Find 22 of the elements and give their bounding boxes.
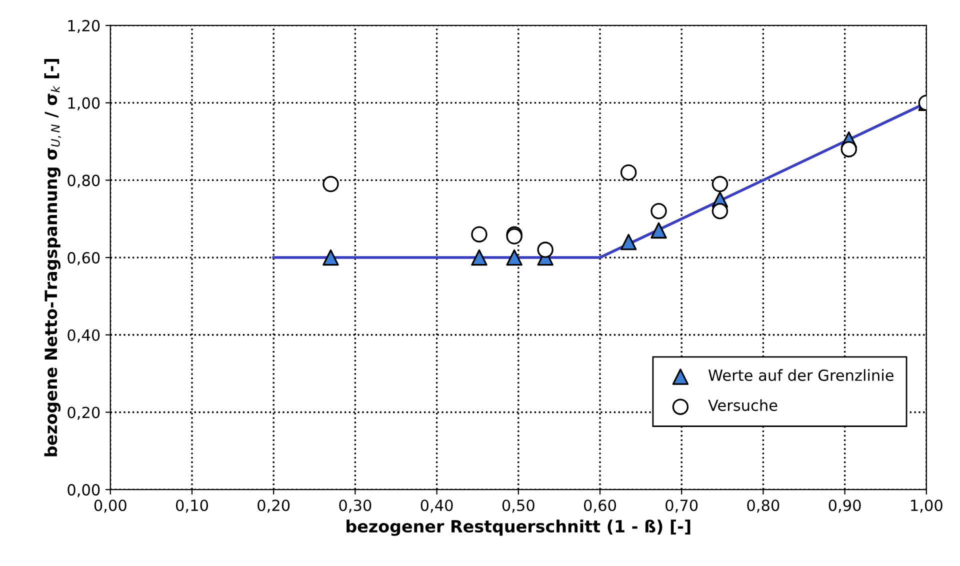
x-tick-label: 0,20 [258,500,290,513]
y-tick-label: 1,00 [68,97,100,110]
x-tick-label: 0,30 [339,500,372,513]
x-tick-label: 0,60 [584,500,616,513]
y-axis-title: bezogene Netto-Tragspannung σ$_{U,N}$ / σ$_{k}$ [-] [44,59,62,456]
y-tick-label: 0,20 [68,406,100,420]
x-axis-title: bezogener Restquerschnitt (1 - ß) [-] [346,520,690,536]
x-tick-label: 1,00 [911,500,942,513]
x-tick-label: 0,10 [176,500,208,513]
y-tick-label: 0,40 [68,329,100,342]
x-tick-label: 0,00 [94,500,126,513]
legend-label: Werte auf der Grenzlinie [708,369,894,382]
x-tick-label: 0,50 [502,500,534,513]
x-tick-label: 0,70 [666,500,698,513]
y-tick-label: 0,60 [68,252,100,266]
y-tick-label: 0,80 [68,174,100,188]
y-tick-label: 0,00 [68,484,100,498]
x-tick-label: 0,80 [747,500,780,513]
x-tick-label: 0,40 [420,500,453,513]
legend-label: Versuche [708,399,778,412]
x-tick-label: 0,90 [828,500,861,513]
y-tick-label: 1,20 [68,20,100,34]
